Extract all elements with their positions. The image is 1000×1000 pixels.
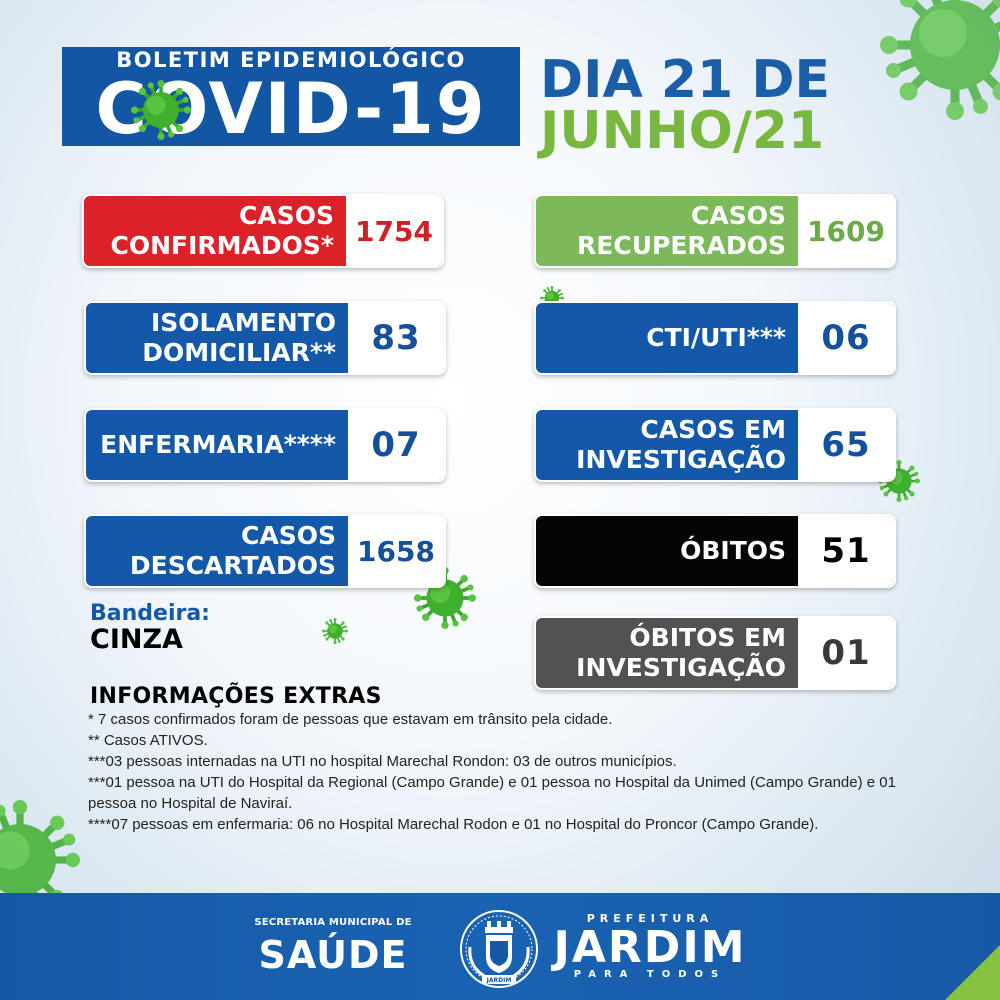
date-line-1: DIA 21 DE [540, 50, 831, 110]
casos-recuperados-label: CASOS RECUPERADOS [577, 201, 786, 260]
note-3: ***03 pessoas internadas na UTI no hospi… [88, 753, 677, 770]
virus-icon [131, 80, 191, 140]
enfermaria-label: ENFERMARIA**** [100, 430, 336, 459]
casos-confirmados-box: CASOS CONFIRMADOS* 1754 [82, 194, 444, 268]
virus-icon [880, 0, 1000, 120]
casos-descartados-label: CASOS DESCARTADOS [129, 521, 336, 580]
casos-investigacao-value: 65 [798, 410, 894, 480]
jardim-text: JARDIM [553, 922, 747, 973]
obitos-label: ÓBITOS [680, 536, 786, 565]
city-coat-of-arms-icon: JARDIM [460, 910, 538, 988]
enfermaria-value: 07 [348, 410, 444, 480]
note-2: ** Casos ATIVOS. [88, 732, 208, 749]
date-line-2: JUNHO/21 [540, 101, 825, 161]
cti-uti-label: CTI/UTI*** [646, 323, 786, 352]
obitos-value: 51 [798, 516, 894, 586]
casos-confirmados-label: CASOS CONFIRMADOS* [110, 201, 334, 260]
bandeira-value: CINZA [90, 624, 183, 655]
cti-uti-value: 06 [798, 303, 894, 373]
bulletin-subtitle: BOLETIM EPIDEMIOLÓGICO [62, 47, 520, 73]
casos-descartados-box: CASOS DESCARTADOS 1658 [84, 514, 446, 588]
secretaria-top-text: SECRETARIA MUNICIPAL DE [254, 917, 412, 928]
bandeira-label: Bandeira: [90, 601, 210, 626]
casos-confirmados-value: 1754 [346, 196, 442, 266]
corner-accent [945, 945, 1000, 1000]
casos-recuperados-value: 1609 [798, 196, 894, 266]
enfermaria-box: ENFERMARIA**** 07 [84, 408, 446, 482]
note-5: ****07 pessoas em enfermaria: 06 no Hosp… [88, 816, 819, 833]
prefeitura-text: PREFEITURA [586, 912, 714, 925]
extras-notes: * 7 casos confirmados foram de pessoas q… [88, 709, 948, 835]
para-todos-text: PARA TODOS [573, 969, 727, 980]
obitos-investigacao-value: 01 [798, 618, 894, 688]
isolamento-domiciliar-value: 83 [348, 303, 444, 373]
note-4: ***01 pessoa na UTI do Hospital da Regio… [88, 774, 896, 812]
obitos-investigacao-label: ÓBITOS EM INVESTIGAÇÃO [576, 623, 786, 682]
extras-title: INFORMAÇÕES EXTRAS [90, 684, 382, 709]
secretaria-saude-text: SAÚDE [258, 933, 408, 977]
cti-uti-box: CTI/UTI*** 06 [534, 301, 896, 375]
obitos-box: ÓBITOS 51 [534, 514, 896, 588]
note-1: * 7 casos confirmados foram de pessoas q… [88, 711, 613, 728]
casos-investigacao-label: CASOS EM INVESTIGAÇÃO [576, 415, 786, 474]
isolamento-domiciliar-label: ISOLAMENTO DOMICILIAR** [142, 308, 336, 367]
isolamento-domiciliar-box: ISOLAMENTO DOMICILIAR** 83 [84, 301, 446, 375]
casos-recuperados-box: CASOS RECUPERADOS 1609 [534, 194, 896, 268]
casos-investigacao-box: CASOS EM INVESTIGAÇÃO 65 [534, 408, 896, 482]
obitos-investigacao-box: ÓBITOS EM INVESTIGAÇÃO 01 [534, 616, 896, 690]
crest-text: JARDIM [486, 977, 512, 984]
virus-icon [322, 618, 348, 644]
casos-descartados-value: 1658 [348, 516, 444, 586]
